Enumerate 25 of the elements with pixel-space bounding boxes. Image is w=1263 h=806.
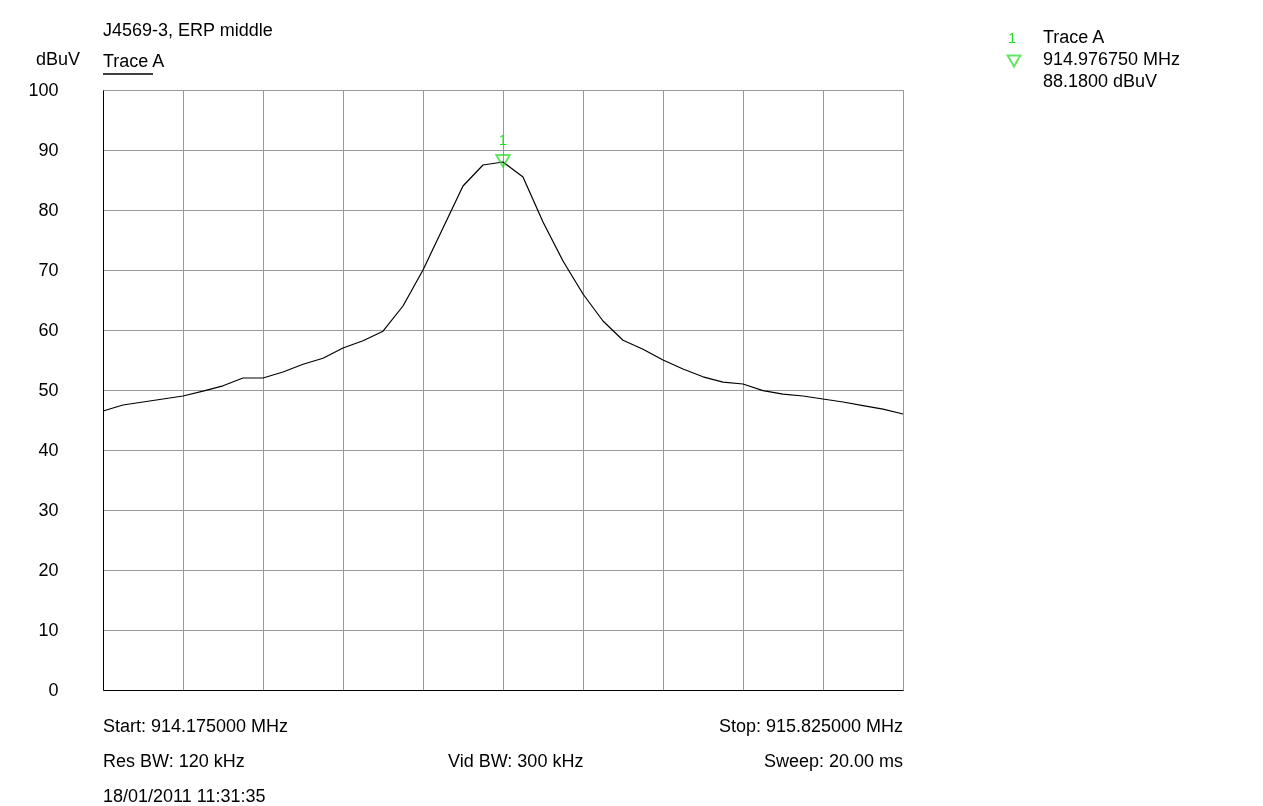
text: 18/01/2011 11:31:35: [103, 786, 266, 806]
y-tick-label: 50: [38, 379, 59, 400]
text: Start: 914.175000 MHz: [103, 716, 289, 736]
y-tick-label: 10: [38, 619, 59, 640]
text: Res BW: 120 kHz: [103, 751, 245, 771]
y-tick-label: 70: [38, 259, 59, 280]
y-tick-label: 20: [38, 559, 59, 580]
y-tick-label: 40: [38, 439, 59, 460]
y-tick-label: 100: [28, 79, 59, 100]
y-tick-label: 80: [38, 199, 59, 220]
text: Sweep: 20.00 ms: [763, 751, 903, 771]
y-tick-label: 30: [38, 499, 59, 520]
text: 88.1800 dBuV: [1043, 71, 1158, 91]
y-tick-label: 90: [38, 139, 59, 160]
text: 1: [1008, 29, 1017, 46]
text: 914.976750 MHz: [1043, 49, 1181, 69]
text: Trace A: [103, 51, 165, 71]
y-axis-title: dBuV: [36, 49, 81, 69]
text: Trace A: [1043, 27, 1105, 47]
annotation: 1: [498, 130, 508, 148]
y-tick-label: 0: [48, 679, 59, 700]
text: Stop: 915.825000 MHz: [718, 716, 903, 736]
text: Vid BW: 300 kHz: [448, 751, 584, 771]
chart-title: J4569-3, ERP middle: [103, 20, 273, 40]
y-tick-label: 60: [38, 319, 59, 340]
